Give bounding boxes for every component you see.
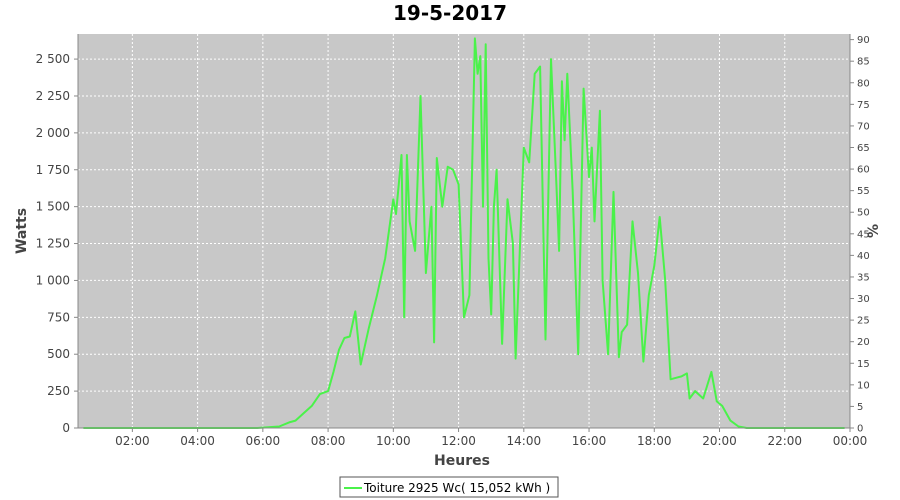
y-tick-label: 2 500 (36, 52, 70, 66)
y-right-tick-label: 45 (857, 229, 870, 240)
y-tick-label: 750 (47, 310, 70, 324)
y-right-tick-label: 35 (857, 272, 870, 283)
y-tick-label: 2 250 (36, 89, 70, 103)
chart-title: 19-5-2017 (393, 1, 507, 25)
y-tick-label: 1 500 (36, 200, 70, 214)
y-right-tick-label: 90 (857, 35, 870, 46)
x-tick-label: 12:00 (441, 434, 476, 448)
y-right-tick-label: 20 (857, 337, 870, 348)
legend-box (339, 476, 559, 498)
y-axis-right-ticks: 0 5 10 15 20 25 30 35 40 45 50 55 60 65 70 75 80 85 90 (850, 35, 870, 435)
x-tick-label: 22:00 (767, 434, 802, 448)
y-tick-label: 2 000 (36, 126, 70, 140)
y-right-tick-label: 55 (857, 186, 870, 197)
y-right-tick-label: 85 (857, 57, 870, 68)
y-tick-label: 1 750 (36, 163, 70, 177)
x-tick-label: 00:00 (833, 434, 868, 448)
y-right-tick-label: 80 (857, 78, 870, 89)
y-tick-label: 1 000 (36, 273, 70, 287)
x-tick-label: 16:00 (572, 434, 607, 448)
y-tick-label: 0 (62, 421, 70, 435)
y-right-tick-label: 50 (857, 208, 870, 219)
y-right-tick-label: 15 (857, 359, 870, 370)
x-tick-label: 14:00 (507, 434, 542, 448)
x-axis-ticks: 02:00 04:00 06:00 08:00 10:00 12:00 14:00 16:00… (115, 428, 867, 448)
y-tick-label: 1 250 (36, 237, 70, 251)
series-line-toiture (83, 37, 845, 429)
x-tick-label: 06:00 (246, 434, 281, 448)
y-right-tick-label: 40 (857, 251, 870, 262)
y-right-tick-label: 75 (857, 100, 870, 111)
y-right-tick-label: 5 (857, 402, 863, 413)
x-tick-label: 08:00 (311, 434, 346, 448)
y-right-tick-label: 0 (857, 424, 863, 435)
x-tick-label: 20:00 (702, 434, 737, 448)
x-tick-label: 18:00 (637, 434, 672, 448)
x-tick-label: 10:00 (376, 434, 411, 448)
y-right-tick-label: 60 (857, 165, 870, 176)
x-axis-title: Heures (434, 453, 490, 469)
plot-area (78, 34, 850, 428)
legend-label: Toiture 2925 Wc( 15,052 kWh ) (363, 481, 550, 495)
y-right-tick-label: 25 (857, 316, 870, 327)
x-tick-label: 04:00 (180, 434, 215, 448)
y-right-tick-label: 10 (857, 380, 870, 391)
y-tick-label: 500 (47, 347, 70, 361)
y-right-tick-label: 65 (857, 143, 870, 154)
y-axis-title: Watts (14, 208, 30, 254)
x-tick-label: 02:00 (115, 434, 150, 448)
y-axis-right-title: % (866, 224, 882, 238)
legend: Toiture 2925 Wc( 15,052 kWh ) (339, 476, 559, 498)
y-right-tick-label: 30 (857, 294, 870, 305)
y-axis-ticks: 0 250 500 750 1 000 1 250 1 500 1 750 2 000 2 250… (36, 52, 78, 435)
y-tick-label: 250 (47, 384, 70, 398)
y-right-tick-label: 70 (857, 121, 870, 132)
